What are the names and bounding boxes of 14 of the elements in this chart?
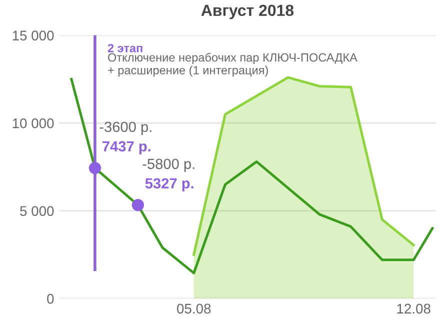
x-tick-label: 12.08	[397, 304, 430, 314]
data-label: 7437 р.	[102, 141, 150, 154]
ref-line-label: 2 этап	[108, 44, 142, 52]
y-tick-label: 5 000	[20, 206, 54, 216]
y-tick-label: 0	[47, 294, 54, 304]
annotation: Отключение нерабочих пар КЛЮЧ-ПОСАДКА + расширение (1 интеграция)	[108, 52, 358, 77]
annotation: -5800 р.	[142, 158, 194, 172]
chart-title: Август 2018	[201, 4, 294, 20]
data-label: 5327 р.	[145, 178, 194, 192]
y-tick-label: 10 000	[12, 118, 54, 128]
x-tick-label: 05.08	[177, 304, 211, 314]
line-series	[70, 78, 434, 274]
annotation: -3600 р.	[100, 122, 152, 135]
y-tick-label: 15 000	[12, 30, 54, 40]
